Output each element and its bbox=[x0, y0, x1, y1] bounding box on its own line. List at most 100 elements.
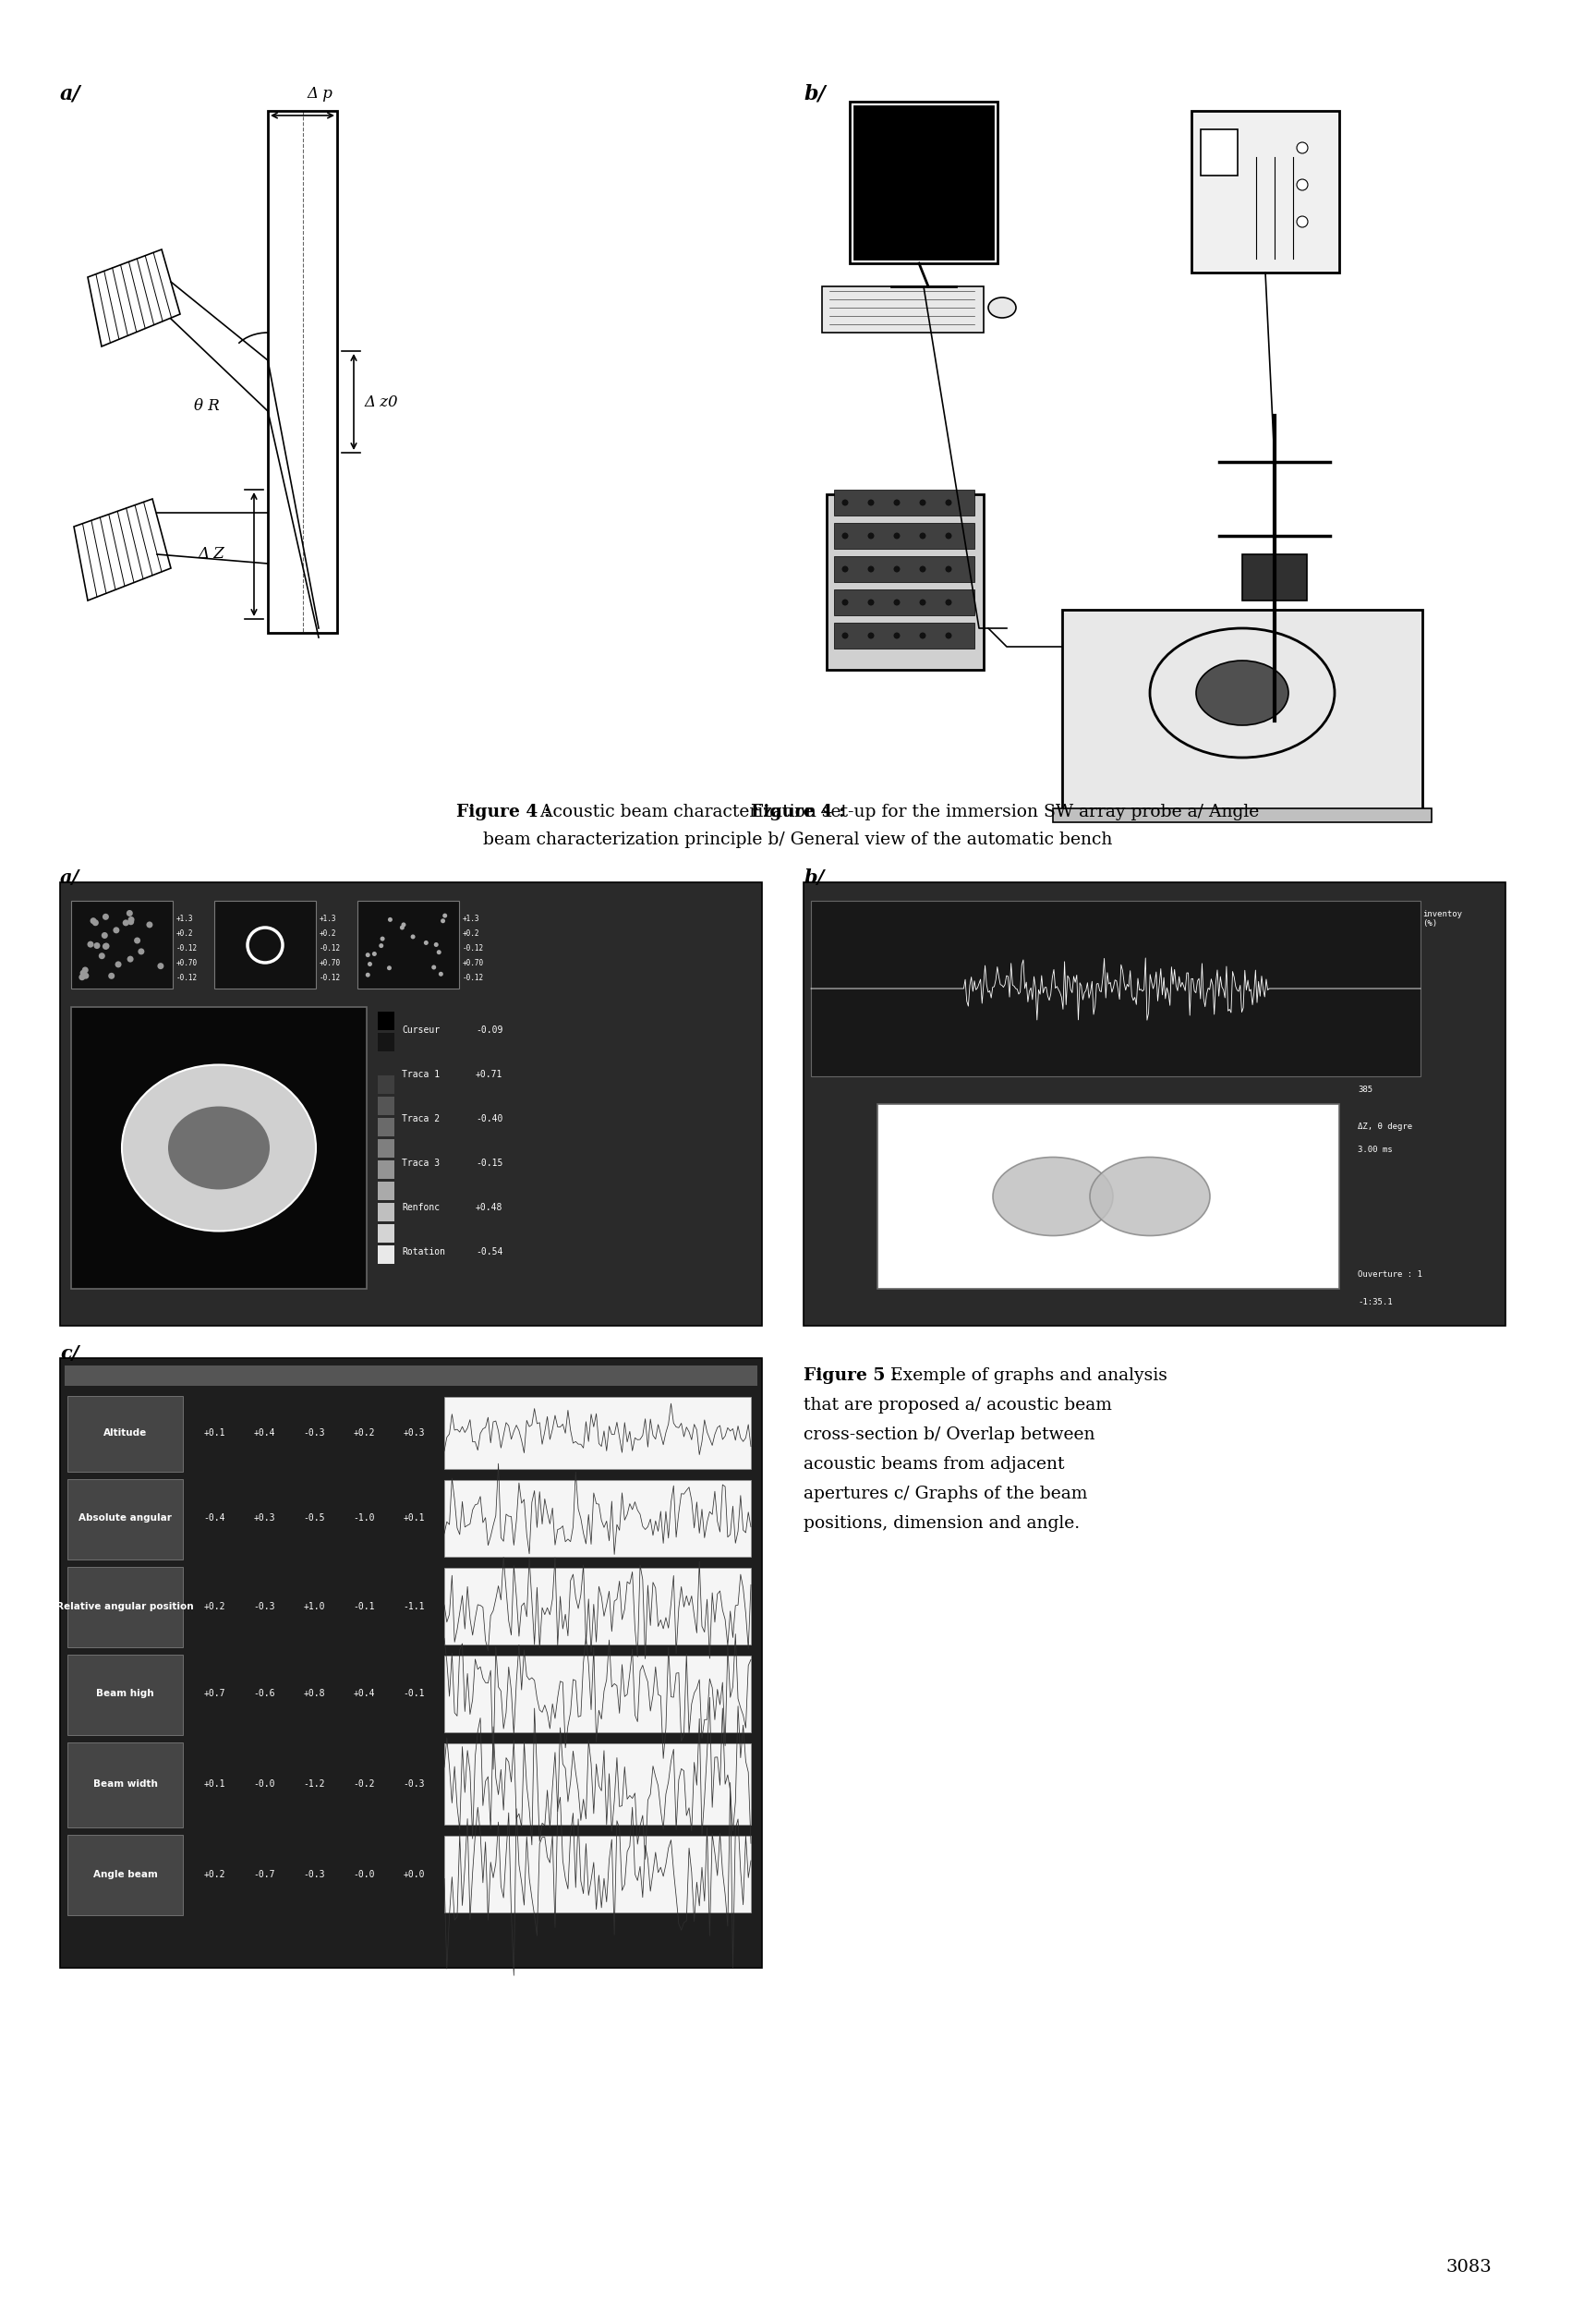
Bar bbox=[67, 1836, 184, 1916]
Text: Relative angular position: Relative angular position bbox=[56, 1603, 193, 1612]
Ellipse shape bbox=[945, 565, 951, 572]
Text: +0.1: +0.1 bbox=[402, 1513, 425, 1522]
Polygon shape bbox=[73, 498, 171, 600]
Ellipse shape bbox=[93, 920, 99, 927]
Ellipse shape bbox=[945, 600, 951, 606]
Ellipse shape bbox=[102, 932, 109, 939]
Bar bbox=[854, 106, 993, 258]
Text: +1.3: +1.3 bbox=[177, 915, 193, 922]
Text: -0.3: -0.3 bbox=[254, 1603, 275, 1612]
Ellipse shape bbox=[80, 971, 86, 975]
Bar bbox=[378, 1054, 394, 1072]
Text: Ouverture : 1: Ouverture : 1 bbox=[1358, 1271, 1422, 1278]
Polygon shape bbox=[88, 249, 180, 346]
Ellipse shape bbox=[99, 952, 105, 959]
Bar bbox=[378, 1181, 394, 1199]
Text: inventoy
(%): inventoy (%) bbox=[1422, 911, 1462, 927]
Ellipse shape bbox=[919, 533, 926, 540]
Text: Rotation: Rotation bbox=[402, 1248, 445, 1257]
Text: +0.4: +0.4 bbox=[353, 1690, 375, 1700]
Text: -0.12: -0.12 bbox=[463, 943, 484, 952]
Ellipse shape bbox=[372, 952, 377, 957]
Ellipse shape bbox=[841, 533, 849, 540]
Bar bbox=[67, 1395, 184, 1471]
Bar bbox=[67, 1566, 184, 1646]
Bar bbox=[72, 1008, 367, 1289]
Bar bbox=[378, 1204, 394, 1222]
Text: +0.3: +0.3 bbox=[402, 1427, 425, 1437]
Ellipse shape bbox=[841, 565, 849, 572]
Ellipse shape bbox=[81, 966, 88, 973]
Ellipse shape bbox=[365, 973, 370, 978]
Text: -1.1: -1.1 bbox=[402, 1603, 425, 1612]
Text: c/: c/ bbox=[61, 1344, 78, 1363]
Ellipse shape bbox=[102, 913, 109, 920]
Text: -0.12: -0.12 bbox=[177, 943, 198, 952]
Ellipse shape bbox=[102, 943, 109, 950]
Text: +0.2: +0.2 bbox=[203, 1870, 225, 1879]
Text: apertures c/ Graphs of the beam: apertures c/ Graphs of the beam bbox=[803, 1485, 1087, 1501]
Bar bbox=[444, 1480, 750, 1557]
Ellipse shape bbox=[434, 943, 439, 948]
Bar bbox=[378, 1118, 394, 1137]
Ellipse shape bbox=[945, 632, 951, 639]
Text: Beam high: Beam high bbox=[96, 1690, 155, 1700]
Text: -0.6: -0.6 bbox=[254, 1690, 275, 1700]
Bar bbox=[378, 1139, 394, 1158]
Bar bbox=[1063, 609, 1422, 814]
Ellipse shape bbox=[104, 943, 110, 950]
Text: Δ Z: Δ Z bbox=[198, 547, 225, 563]
Text: -0.15: -0.15 bbox=[476, 1158, 503, 1167]
Ellipse shape bbox=[168, 1107, 270, 1190]
Text: +0.2: +0.2 bbox=[353, 1427, 375, 1437]
Text: -0.7: -0.7 bbox=[254, 1870, 275, 1879]
Ellipse shape bbox=[388, 918, 393, 922]
Ellipse shape bbox=[1195, 660, 1288, 726]
Ellipse shape bbox=[128, 957, 134, 962]
Ellipse shape bbox=[425, 941, 428, 945]
Text: Acoustic beam characterization set-up for the immersion SW array probe a/ Angle: Acoustic beam characterization set-up fo… bbox=[535, 805, 1259, 821]
Text: -0.4: -0.4 bbox=[203, 1513, 225, 1522]
Ellipse shape bbox=[401, 925, 404, 929]
Ellipse shape bbox=[945, 500, 951, 505]
Ellipse shape bbox=[147, 922, 153, 927]
Bar bbox=[378, 1012, 394, 1031]
Text: +1.3: +1.3 bbox=[463, 915, 480, 922]
Ellipse shape bbox=[134, 936, 140, 943]
Ellipse shape bbox=[94, 943, 101, 948]
Ellipse shape bbox=[367, 962, 372, 966]
Text: θ R: θ R bbox=[195, 399, 220, 415]
Ellipse shape bbox=[380, 936, 385, 941]
Ellipse shape bbox=[919, 632, 926, 639]
Text: Traca 2: Traca 2 bbox=[402, 1114, 440, 1123]
Text: +0.0: +0.0 bbox=[402, 1870, 425, 1879]
Bar bbox=[72, 902, 172, 989]
Bar bbox=[1242, 553, 1307, 600]
Bar bbox=[811, 902, 1420, 1077]
Bar bbox=[835, 556, 975, 581]
Text: +0.1: +0.1 bbox=[203, 1780, 225, 1789]
Text: +0.7: +0.7 bbox=[203, 1690, 225, 1700]
Ellipse shape bbox=[894, 500, 900, 505]
Ellipse shape bbox=[868, 600, 875, 606]
Text: Beam width: Beam width bbox=[93, 1780, 158, 1789]
Text: Δ z0: Δ z0 bbox=[365, 394, 399, 410]
Bar bbox=[61, 883, 761, 1326]
Text: b/: b/ bbox=[803, 83, 825, 104]
Text: +1.0: +1.0 bbox=[303, 1603, 326, 1612]
Text: Renfonc: Renfonc bbox=[402, 1204, 440, 1213]
Ellipse shape bbox=[894, 533, 900, 540]
Ellipse shape bbox=[137, 948, 144, 955]
Bar bbox=[444, 1397, 750, 1469]
Ellipse shape bbox=[439, 971, 444, 975]
Text: +0.4: +0.4 bbox=[254, 1427, 275, 1437]
Ellipse shape bbox=[1296, 217, 1307, 228]
Text: +0.70: +0.70 bbox=[177, 959, 198, 966]
Bar bbox=[444, 1743, 750, 1824]
Ellipse shape bbox=[919, 565, 926, 572]
Text: cross-section b/ Overlap between: cross-section b/ Overlap between bbox=[803, 1427, 1095, 1444]
Bar bbox=[803, 883, 1505, 1326]
Text: 385: 385 bbox=[1358, 1086, 1373, 1093]
Text: -0.12: -0.12 bbox=[463, 973, 484, 982]
Text: +0.71: +0.71 bbox=[476, 1070, 503, 1079]
